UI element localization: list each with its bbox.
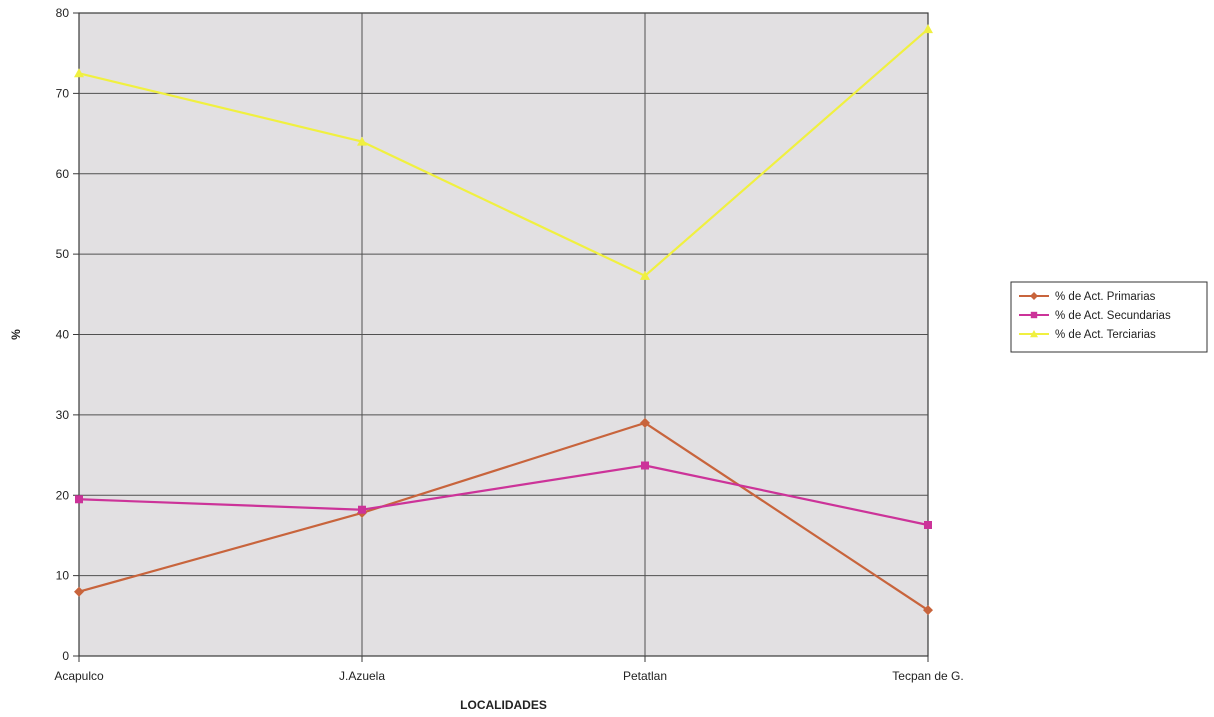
- grid: [79, 13, 928, 656]
- y-axis-ticks: 0 10 20 30 40 50 60 70 80: [56, 6, 79, 663]
- series-2: [75, 461, 932, 529]
- data-point: [74, 68, 84, 78]
- y-tick-label: 20: [56, 488, 70, 502]
- y-tick-label: 70: [56, 86, 70, 100]
- x-tick-label: Acapulco: [54, 669, 104, 683]
- y-tick-label: 80: [56, 6, 70, 20]
- data-point: [358, 505, 366, 514]
- legend-swatch-marker: [1030, 292, 1038, 300]
- data-point: [74, 586, 84, 597]
- data-point: [923, 605, 933, 616]
- series-3: [74, 24, 933, 280]
- legend-item: % de Act. Terciarias: [1019, 329, 1156, 341]
- legend-label: % de Act. Secundarias: [1055, 310, 1171, 322]
- x-tick-label: J.Azuela: [339, 669, 385, 683]
- series: [74, 24, 933, 616]
- data-point: [923, 24, 933, 34]
- data-point: [357, 136, 367, 146]
- x-axis-title: LOCALIDADES: [460, 698, 547, 712]
- series-line: [78, 28, 929, 277]
- y-tick-label: 10: [56, 569, 70, 583]
- x-tick-label: Petatlan: [623, 669, 667, 683]
- data-point: [640, 417, 650, 428]
- y-axis-title: %: [9, 329, 23, 340]
- legend-item: % de Act. Secundarias: [1019, 310, 1171, 322]
- legend-label: % de Act. Primarias: [1055, 291, 1156, 303]
- y-tick-label: 50: [56, 247, 70, 261]
- x-axis-ticks: Acapulco J.Azuela Petatlan Tecpan de G.: [54, 656, 964, 683]
- x-tick-label: Tecpan de G.: [892, 669, 963, 683]
- series-line: [78, 464, 929, 527]
- legend-box: [1010, 281, 1208, 353]
- y-tick-label: 40: [56, 328, 70, 342]
- y-tick-label: 0: [62, 649, 69, 663]
- series-line: [78, 421, 929, 612]
- data-point: [75, 495, 83, 504]
- y-tick-label: 30: [56, 408, 70, 422]
- y-tick-label: 60: [56, 167, 70, 181]
- data-point: [924, 520, 932, 529]
- legend-swatch-marker: [1030, 330, 1038, 338]
- data-point: [640, 270, 650, 280]
- legend-item: % de Act. Primarias: [1019, 291, 1156, 303]
- legend: % de Act. Primarias % de Act. Secundarias…: [1010, 281, 1208, 353]
- legend-swatch-marker: [1030, 311, 1038, 319]
- legend-label: % de Act. Terciarias: [1055, 329, 1156, 341]
- legend-items: % de Act. Primarias % de Act. Secundarias…: [1019, 291, 1171, 341]
- data-point: [641, 461, 649, 470]
